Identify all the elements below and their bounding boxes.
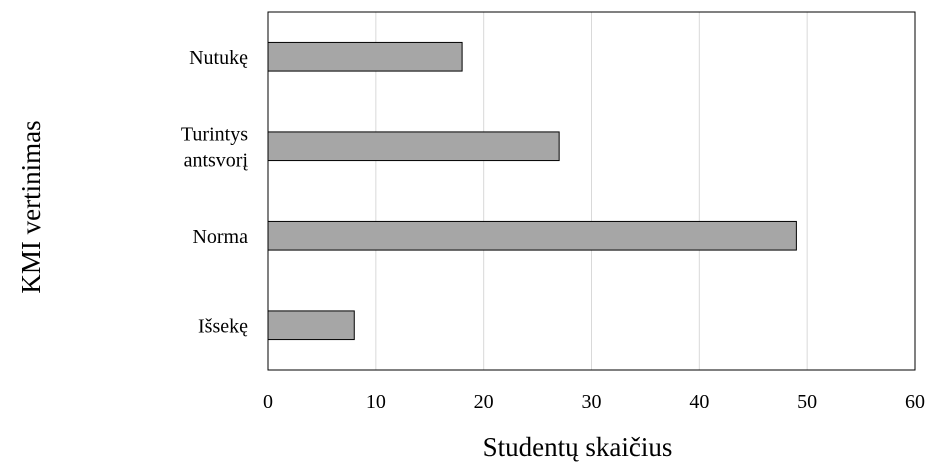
x-tick-label-20: 20 [474, 391, 494, 413]
x-tick-labels: 0 10 20 30 40 50 60 [263, 391, 925, 413]
x-tick-label-40: 40 [689, 391, 709, 413]
bars [267, 41, 797, 341]
y-tick-label-2-0: Norma [192, 226, 248, 248]
bar-2 [267, 220, 797, 251]
y-tick-label-3-0: Išsekę [198, 315, 248, 337]
y-tick-labels: Nutukę Turintys antsvorį Norma Išsekę [181, 47, 249, 338]
bar-0 [267, 41, 463, 72]
x-tick-label-30: 30 [582, 391, 602, 413]
bar-1 [267, 131, 560, 162]
y-tick-label-1-1: antsvorį [184, 149, 249, 171]
y-axis-title: KMI vertinimas [16, 120, 46, 293]
x-tick-label-10: 10 [366, 391, 386, 413]
x-tick-label-60: 60 [905, 391, 925, 413]
gridlines [375, 12, 808, 370]
y-tick-label-0-0: Nutukę [189, 47, 248, 69]
x-tick-label-0: 0 [263, 391, 273, 413]
y-tick-label-1-0: Turintys [181, 123, 248, 145]
plot-area-frame [267, 11, 916, 371]
bar-3 [267, 310, 355, 341]
x-axis-title: Studentų skaičius [483, 432, 673, 462]
x-tick-label-50: 50 [797, 391, 817, 413]
